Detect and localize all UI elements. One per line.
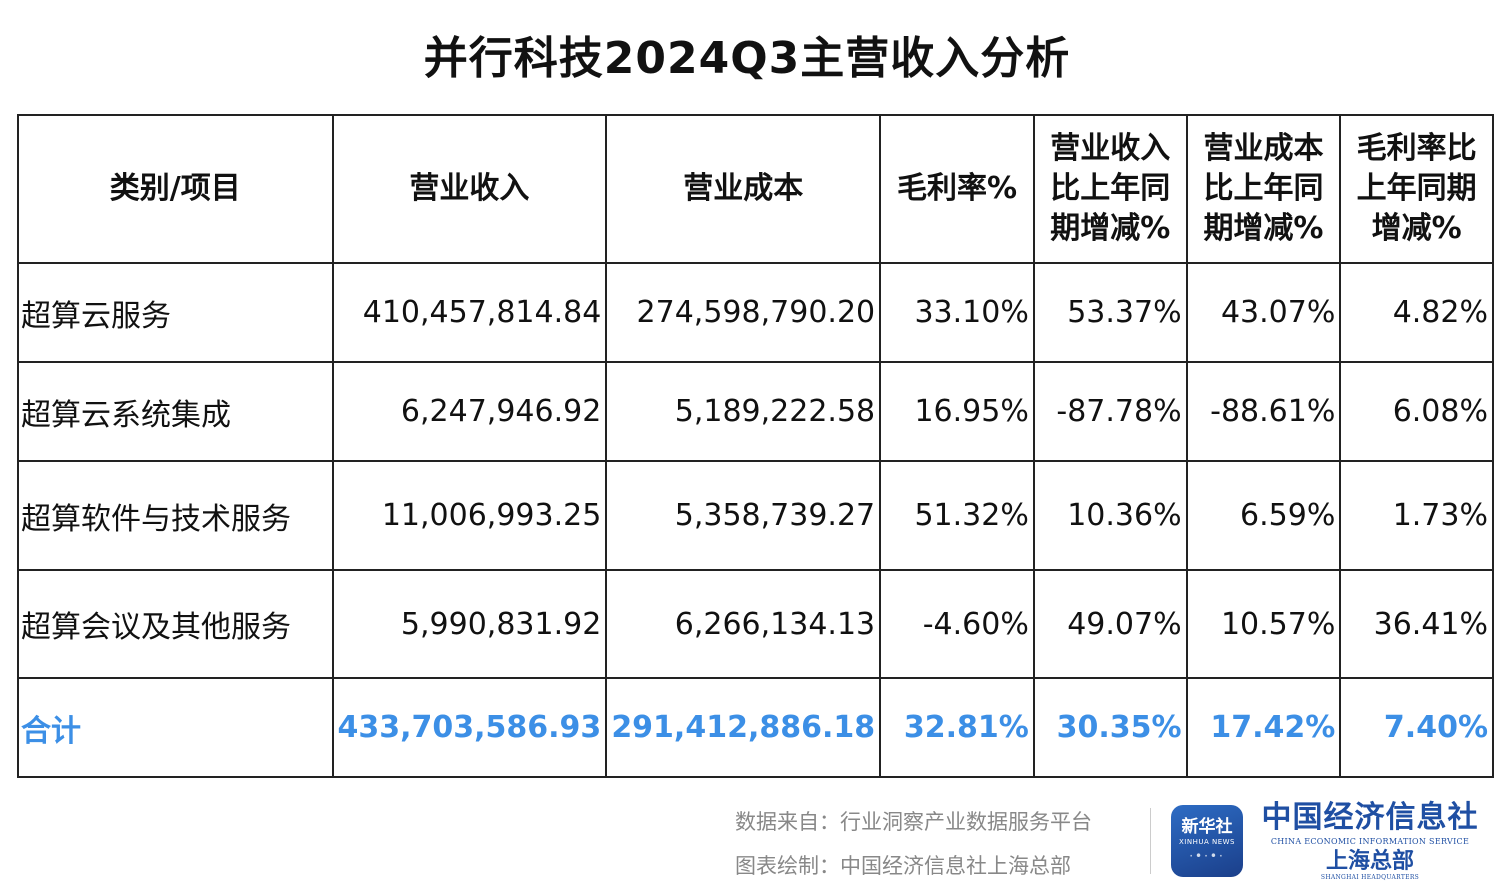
row-gross-margin: 33.10% (879, 262, 1035, 363)
header-cost-yoy: 营业成本比上年同期增减% (1185, 114, 1342, 264)
header-gross-margin: 毛利率% (879, 114, 1035, 264)
network-dots-icon: ·•·•· (1189, 849, 1225, 863)
xinhua-logo-text: 新华社 (1181, 817, 1233, 837)
row-revenue-yoy: 53.37% (1032, 262, 1188, 363)
total-row: 合计 433,703,586.93 291,412,886.18 32.81% … (17, 677, 1494, 778)
row-cost: 6,266,134.13 (605, 569, 882, 679)
header-category: 类别/项目 (17, 114, 334, 264)
table-row: 超算会议及其他服务 5,990,831.92 6,266,134.13 -4.6… (17, 569, 1494, 679)
row-cost: 5,189,222.58 (605, 361, 882, 462)
brand-name-en: CHINA ECONOMIC INFORMATION SERVICE (1270, 837, 1470, 846)
row-gross-margin: -4.60% (879, 569, 1035, 679)
row-margin-yoy: 36.41% (1339, 569, 1494, 679)
total-gross-margin: 32.81% (879, 677, 1035, 778)
row-category: 超算云系统集成 (17, 361, 334, 462)
table-header-row: 类别/项目 营业收入 营业成本 毛利率% 营业收入比上年同期增减% 营业成本比上… (17, 114, 1494, 264)
header-revenue-yoy: 营业收入比上年同期增减% (1032, 114, 1188, 264)
row-category: 超算会议及其他服务 (17, 569, 334, 679)
brand-name: 中国经济信息社 (1261, 800, 1479, 835)
row-revenue: 11,006,993.25 (331, 460, 608, 571)
total-label: 合计 (17, 677, 334, 778)
row-revenue: 410,457,814.84 (331, 262, 608, 363)
data-source-note: 数据来自：行业洞察产业数据服务平台 (735, 810, 1092, 834)
brand-sub-en: SHANGHAI HEADQUARTERS (1320, 874, 1420, 881)
row-revenue: 5,990,831.92 (331, 569, 608, 679)
row-category: 超算云服务 (17, 262, 334, 363)
page-title: 并行科技2024Q3主营收入分析 (423, 33, 1071, 84)
row-cost-yoy: -88.61% (1185, 361, 1342, 462)
table-row: 超算云系统集成 6,247,946.92 5,189,222.58 16.95%… (17, 361, 1494, 462)
xinhua-logo-icon: 新华社 XINHUA NEWS ·•·•· (1171, 805, 1243, 877)
total-cost-yoy: 17.42% (1185, 677, 1342, 778)
total-margin-yoy: 7.40% (1339, 677, 1494, 778)
revenue-table: 类别/项目 营业收入 营业成本 毛利率% 营业收入比上年同期增减% 营业成本比上… (17, 114, 1494, 778)
row-cost-yoy: 10.57% (1185, 569, 1342, 679)
row-margin-yoy: 4.82% (1339, 262, 1494, 363)
row-revenue-yoy: 49.07% (1032, 569, 1188, 679)
footer-divider (1150, 808, 1151, 874)
row-cost-yoy: 6.59% (1185, 460, 1342, 571)
row-cost: 5,358,739.27 (605, 460, 882, 571)
footer: 数据来自：行业洞察产业数据服务平台 图表绘制：中国经济信息社上海总部 (735, 800, 1092, 888)
brand-sub: 上海总部 (1325, 848, 1414, 874)
row-revenue-yoy: 10.36% (1032, 460, 1188, 571)
brand-logo: 中国经济信息社 CHINA ECONOMIC INFORMATION SERVI… (1255, 800, 1485, 882)
xinhua-logo-en: XINHUA NEWS (1178, 838, 1236, 846)
row-gross-margin: 16.95% (879, 361, 1035, 462)
row-cost: 274,598,790.20 (605, 262, 882, 363)
row-revenue: 6,247,946.92 (331, 361, 608, 462)
row-cost-yoy: 43.07% (1185, 262, 1342, 363)
header-cost: 营业成本 (605, 114, 882, 264)
row-margin-yoy: 1.73% (1339, 460, 1494, 571)
row-margin-yoy: 6.08% (1339, 361, 1494, 462)
table-row: 超算软件与技术服务 11,006,993.25 5,358,739.27 51.… (17, 460, 1494, 571)
row-category: 超算软件与技术服务 (17, 460, 334, 571)
header-revenue: 营业收入 (331, 114, 608, 264)
total-revenue-yoy: 30.35% (1032, 677, 1188, 778)
chart-credit-note: 图表绘制：中国经济信息社上海总部 (735, 854, 1071, 878)
table-row: 超算云服务 410,457,814.84 274,598,790.20 33.1… (17, 262, 1494, 363)
row-gross-margin: 51.32% (879, 460, 1035, 571)
total-cost: 291,412,886.18 (605, 677, 882, 778)
row-revenue-yoy: -87.78% (1032, 361, 1188, 462)
total-revenue: 433,703,586.93 (331, 677, 608, 778)
header-margin-yoy: 毛利率比上年同期增减% (1339, 114, 1494, 264)
